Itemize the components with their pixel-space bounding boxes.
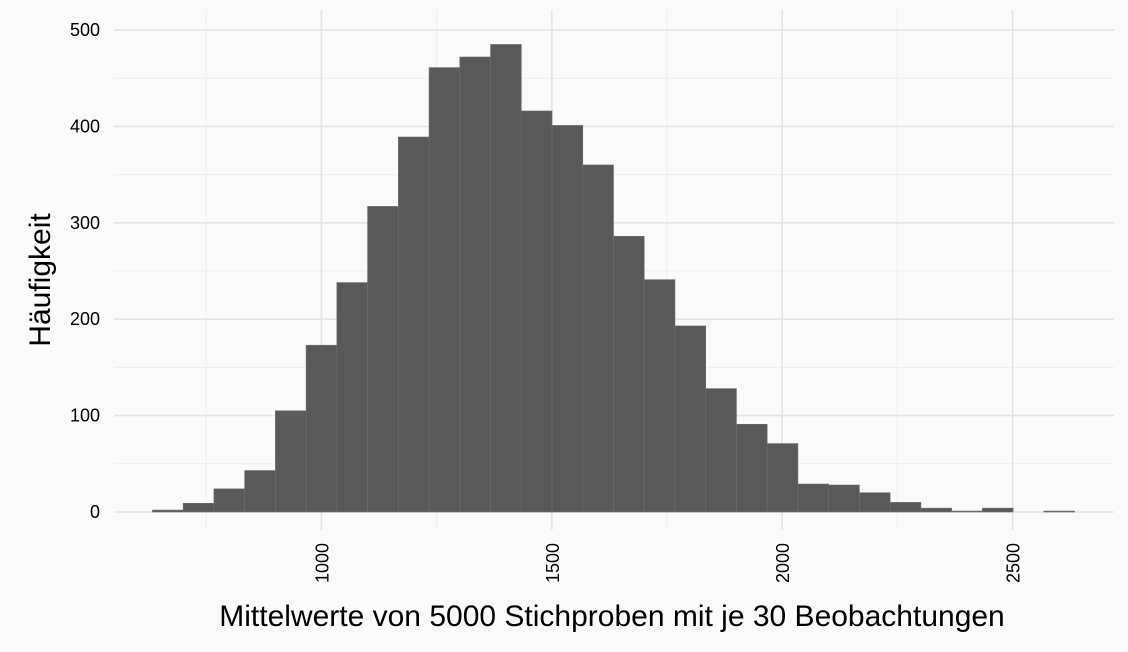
histogram-bar (643, 279, 676, 513)
x-tick-label: 1000 (312, 543, 332, 583)
y-tick-label: 0 (90, 502, 100, 522)
histogram-bar (920, 507, 952, 513)
x-tick-label: 1500 (543, 543, 563, 583)
histogram-bar (398, 136, 430, 513)
histogram-bar (182, 503, 215, 513)
y-tick-label: 300 (70, 213, 100, 233)
histogram-bar (889, 502, 922, 513)
histogram-bar (951, 510, 983, 513)
histogram-bar (766, 443, 799, 513)
histogram-bar (459, 56, 491, 513)
histogram-bar (152, 509, 184, 513)
histogram-bar (1043, 510, 1075, 513)
histogram-bar (367, 206, 399, 513)
x-tick-label: 2500 (1004, 543, 1024, 583)
histogram-bar (582, 164, 614, 513)
y-axis-title: Häufigkeit (24, 213, 57, 347)
histogram-bar (705, 388, 737, 513)
histogram-bar (859, 492, 891, 513)
y-tick-label: 100 (70, 406, 100, 426)
histogram-bar (613, 236, 645, 513)
histogram-bars (152, 44, 1075, 513)
x-axis-title: Mittelwerte von 5000 Stichproben mit je … (219, 600, 1005, 633)
y-tick-label: 400 (70, 116, 100, 136)
histogram-bar (428, 67, 461, 513)
histogram-bar (736, 423, 768, 513)
histogram-bar (551, 125, 584, 513)
histogram-bar (490, 44, 522, 513)
histogram-bar (336, 282, 368, 513)
y-tick-label: 200 (70, 309, 100, 329)
histogram-bar (213, 488, 245, 513)
x-tick-label: 2000 (773, 543, 793, 583)
histogram-bar (275, 410, 307, 513)
histogram-bar (828, 484, 860, 513)
histogram-bar (982, 507, 1014, 513)
histogram-bar (674, 325, 707, 513)
y-tick-labels: 0 100 200 300 400 500 (70, 20, 100, 522)
histogram-bar (244, 470, 276, 513)
histogram-bar (305, 344, 338, 513)
y-tick-label: 500 (70, 20, 100, 40)
x-tick-labels: 1000 1500 2000 2500 (312, 543, 1023, 583)
histogram-bar (797, 483, 829, 513)
histogram-bar (520, 110, 553, 513)
